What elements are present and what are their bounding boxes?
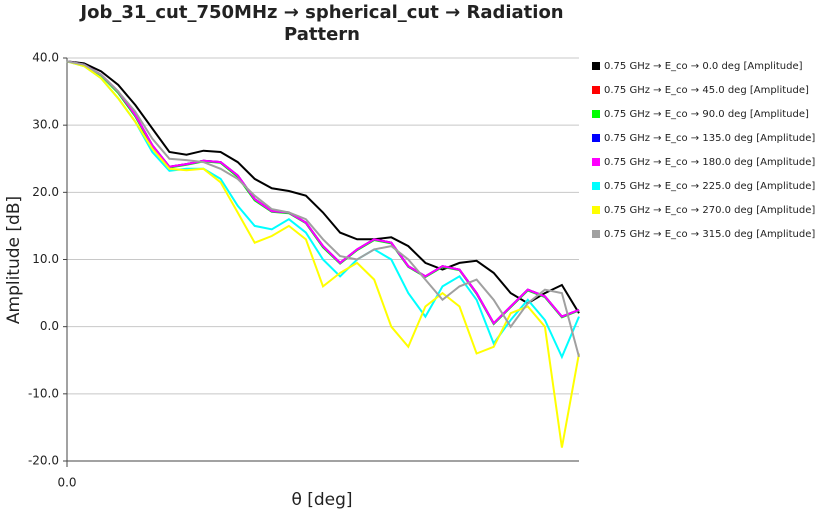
x-tick-label: 0.0 (57, 476, 76, 490)
legend-swatch (592, 182, 600, 190)
legend-swatch (592, 230, 600, 238)
y-tick-label: 30.0 (32, 118, 59, 132)
y-tick-label: -20.0 (28, 454, 59, 468)
legend-swatch (592, 206, 600, 214)
legend-label: 0.75 GHz → E_co → 90.0 deg [Amplitude] (604, 109, 809, 120)
y-tick-label: 0.0 (40, 319, 59, 333)
legend-label: 0.75 GHz → E_co → 45.0 deg [Amplitude] (604, 85, 809, 96)
legend-label: 0.75 GHz → E_co → 270.0 deg [Amplitude] (604, 205, 815, 216)
series-line (66, 60, 580, 360)
legend-label: 0.75 GHz → E_co → 180.0 deg [Amplitude] (604, 157, 815, 168)
legend-label: 0.75 GHz → E_co → 0.0 deg [Amplitude] (604, 61, 803, 72)
y-tick-label: 10.0 (32, 252, 59, 266)
series-line (66, 60, 580, 325)
x-axis-label: θ [deg] (291, 490, 352, 510)
y-axis-label: Amplitude [dB] (4, 196, 24, 324)
legend-swatch (592, 86, 600, 94)
y-tick-label: -10.0 (28, 386, 59, 400)
series-line (66, 60, 580, 358)
series-line (66, 60, 580, 448)
y-tick-label: 20.0 (32, 185, 59, 199)
legend-swatch (592, 62, 600, 70)
chart-title: Job_31_cut_750MHz → spherical_cut → Radi… (80, 2, 564, 45)
legend-swatch (592, 134, 600, 142)
legend-swatch (592, 110, 600, 118)
series-line (66, 60, 580, 314)
legend-swatch (592, 158, 600, 166)
y-tick-label: 40.0 (32, 51, 59, 65)
legend-label: 0.75 GHz → E_co → 135.0 deg [Amplitude] (604, 133, 815, 144)
legend-label: 0.75 GHz → E_co → 225.0 deg [Amplitude] (604, 181, 815, 192)
legend-label: 0.75 GHz → E_co → 315.0 deg [Amplitude] (604, 229, 815, 240)
